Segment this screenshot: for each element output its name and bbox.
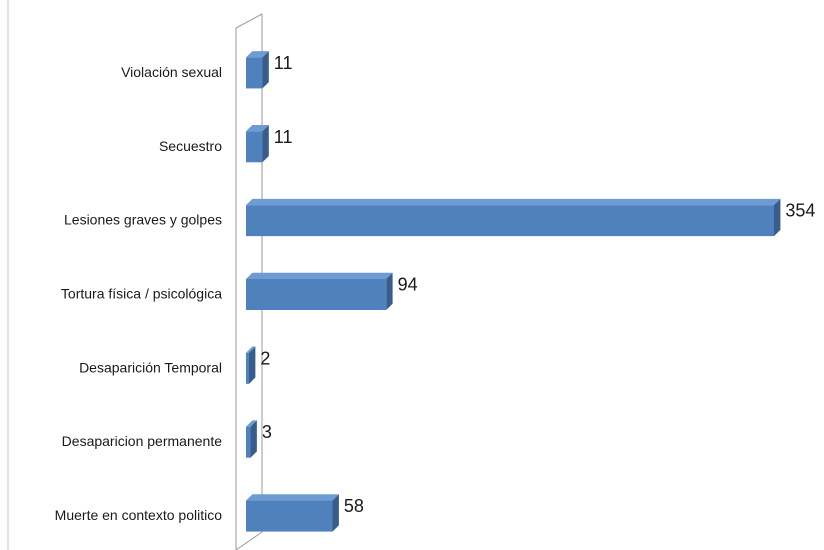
bar-front-face	[246, 352, 249, 384]
category-label: Secuestro	[159, 138, 222, 154]
bar	[246, 494, 339, 532]
bar-side-face	[250, 420, 257, 458]
bar-top-face	[246, 272, 393, 279]
data-label: 11	[274, 53, 293, 73]
data-labels: 11 11 354 94 2 3 58	[260, 53, 815, 516]
bar-front-face	[246, 205, 774, 237]
category-labels: Violación sexual Secuestro Lesiones graves…	[55, 64, 223, 523]
bar-top-face	[246, 198, 781, 206]
bar-front-face	[246, 57, 263, 89]
bar-top-face	[246, 346, 256, 353]
bar	[246, 198, 781, 237]
bar-side-face	[386, 272, 393, 310]
bar-side-face	[248, 346, 256, 384]
category-label: Muerte en contexto politico	[55, 507, 223, 523]
data-label: 3	[262, 422, 272, 442]
bar-front-face	[246, 426, 251, 458]
axis-frame	[7, 0, 263, 550]
bar-top-face	[246, 51, 269, 58]
data-label: 58	[344, 496, 364, 516]
bar-side-face	[774, 198, 781, 237]
bar	[246, 51, 269, 89]
axis-top-edge	[235, 13, 263, 29]
data-label: 354	[785, 201, 815, 221]
data-label: 2	[260, 348, 270, 368]
bar-top-face	[246, 494, 339, 501]
bars	[246, 51, 781, 532]
bar-side-face	[262, 124, 269, 163]
bar	[246, 272, 393, 310]
category-label: Tortura física / psicológica	[61, 286, 222, 302]
bar-top-face	[246, 124, 269, 132]
data-label: 11	[274, 127, 293, 147]
bar-side-face	[332, 494, 339, 532]
bar	[246, 346, 256, 384]
bar-top-face	[246, 420, 257, 427]
axis-bottom-edge	[235, 531, 263, 550]
bar-front-face	[246, 131, 263, 163]
bar-front-face	[246, 500, 333, 532]
bar-front-face	[246, 279, 387, 310]
category-label: Desaparicion permanente	[62, 433, 223, 449]
category-label: Lesiones graves y golpes	[64, 212, 222, 228]
data-label: 94	[398, 275, 418, 295]
category-label: Violación sexual	[121, 64, 222, 80]
category-label: Desaparición Temporal	[79, 359, 222, 375]
bar-side-face	[262, 51, 269, 89]
bar	[246, 420, 257, 458]
bar	[246, 124, 269, 163]
